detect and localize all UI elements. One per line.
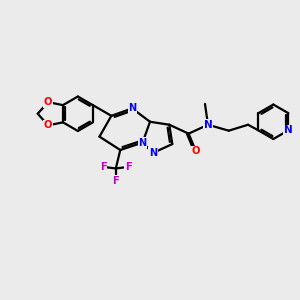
Text: F: F	[100, 162, 107, 172]
Text: O: O	[192, 146, 200, 157]
Text: N: N	[284, 125, 293, 135]
Text: F: F	[112, 176, 119, 186]
Text: N: N	[204, 120, 212, 130]
Text: O: O	[44, 120, 52, 130]
Text: N: N	[128, 103, 136, 113]
Text: F: F	[125, 162, 132, 172]
Text: N: N	[149, 148, 157, 158]
Text: N: N	[139, 138, 147, 148]
Text: O: O	[44, 97, 52, 107]
